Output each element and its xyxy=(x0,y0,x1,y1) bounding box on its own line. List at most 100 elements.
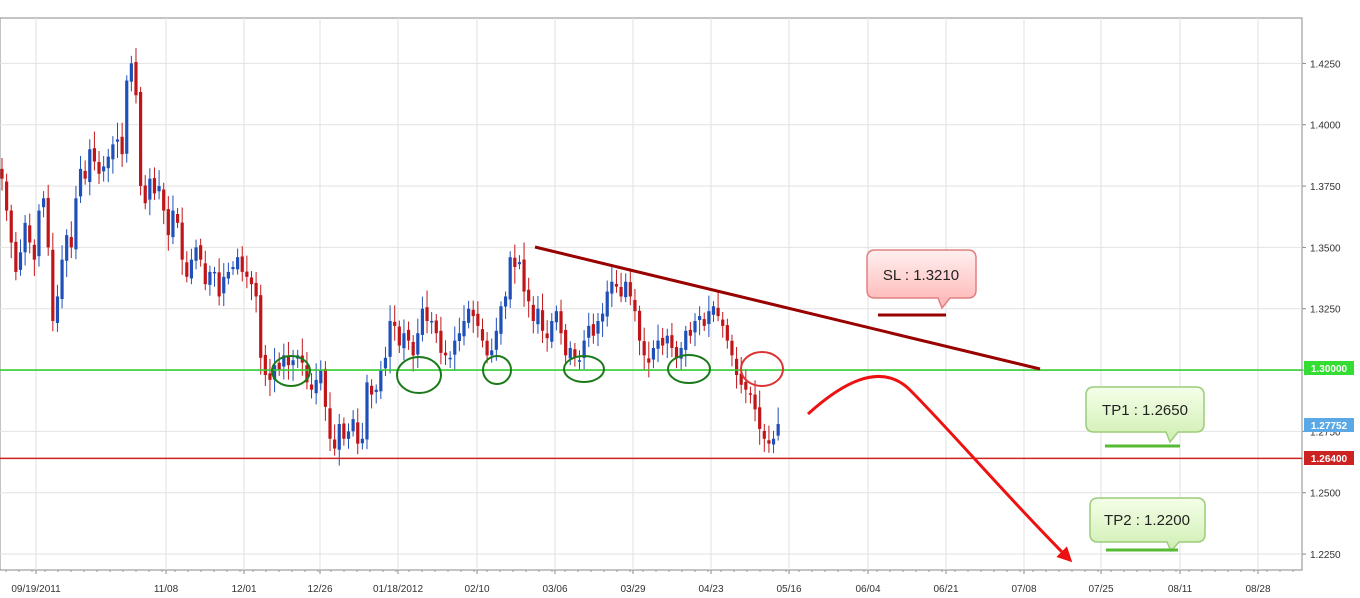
candle-body xyxy=(494,330,498,350)
candle-body xyxy=(356,422,360,444)
candle-body xyxy=(41,198,46,208)
candle-body xyxy=(476,313,480,326)
stop-loss-label: SL : 1.3210 xyxy=(883,267,959,284)
candle-body xyxy=(721,319,725,326)
take-profit-1-callout: TP1 : 1.2650 xyxy=(1085,386,1205,448)
candle-body xyxy=(573,349,577,358)
candle-body xyxy=(185,262,189,277)
candle-body xyxy=(748,393,753,395)
candle-body xyxy=(245,271,249,277)
candle-body xyxy=(319,370,323,384)
candle-body xyxy=(152,178,157,194)
candle-body xyxy=(78,168,83,197)
candlesticks xyxy=(0,48,780,466)
candle-body xyxy=(711,306,716,315)
candle-body xyxy=(309,384,314,390)
candle-body xyxy=(642,341,646,356)
horizontal-levels xyxy=(0,369,1302,460)
candle-body xyxy=(55,296,60,323)
candle-body xyxy=(582,340,586,358)
candle-body xyxy=(379,370,383,392)
candle-body xyxy=(97,161,101,174)
candle-body xyxy=(744,381,748,390)
x-tick-label: 08/28 xyxy=(1245,584,1270,595)
candle-body xyxy=(702,319,706,326)
candle-body xyxy=(416,333,420,355)
candle-body xyxy=(134,62,138,96)
support-ellipse-5 xyxy=(667,354,711,384)
candle-body xyxy=(51,249,55,321)
candle-body xyxy=(619,286,623,297)
candle-body xyxy=(693,320,697,333)
candle-body xyxy=(568,347,572,359)
y-tick-label: 1.2250 xyxy=(1310,550,1341,561)
x-tick-label: 05/16 xyxy=(776,584,801,595)
support-ellipse-1 xyxy=(271,355,311,387)
candle-body xyxy=(536,308,540,325)
x-tick-label: 07/08 xyxy=(1011,584,1036,595)
candle-body xyxy=(508,257,512,300)
candle-body xyxy=(517,262,522,265)
candle-body xyxy=(679,347,683,359)
candle-body xyxy=(393,321,397,326)
candle-body xyxy=(531,304,535,321)
candle-body xyxy=(102,166,106,172)
candle-body xyxy=(730,340,734,356)
x-tick-label: 09/19/2011 xyxy=(11,584,61,595)
candle-body xyxy=(527,289,531,302)
candle-body xyxy=(148,178,152,200)
candle-body xyxy=(9,210,13,243)
candle-body xyxy=(716,307,720,317)
candle-body xyxy=(550,320,554,342)
candle-body xyxy=(467,308,471,323)
candle-body xyxy=(674,347,679,358)
candle-body xyxy=(425,307,429,321)
x-axis: 09/19/2011 11/08 12/01 12/26 01/18/2012 02/10… xyxy=(5,570,1294,595)
candle-body xyxy=(323,368,327,407)
candle-body xyxy=(125,80,129,154)
candle-body xyxy=(282,355,286,367)
support-ellipse-3 xyxy=(482,355,512,385)
candle-body xyxy=(263,354,267,375)
candle-body xyxy=(259,295,263,358)
candle-body xyxy=(111,144,115,160)
candle-body xyxy=(162,189,166,211)
candle-body xyxy=(189,259,194,279)
candle-body xyxy=(5,181,9,211)
candle-body xyxy=(65,235,69,261)
candle-body xyxy=(291,360,295,366)
candle-body xyxy=(314,379,318,394)
candle-body xyxy=(684,330,688,350)
candle-body xyxy=(199,245,203,260)
candle-body xyxy=(171,210,175,238)
candle-body xyxy=(753,394,757,410)
y-tick-label: 1.2750 xyxy=(1310,427,1341,438)
x-tick-label: 03/06 xyxy=(542,584,567,595)
take-profit-2-callout: TP2 : 1.2200 xyxy=(1089,497,1206,553)
y-tick-label: 1.3750 xyxy=(1310,182,1341,193)
candle-body xyxy=(18,252,23,270)
x-tick-label: 04/23 xyxy=(698,584,723,595)
candle-body xyxy=(208,271,212,285)
candle-body xyxy=(471,309,475,317)
candle-body xyxy=(28,225,32,243)
candle-body xyxy=(388,320,392,357)
candle-body xyxy=(651,347,656,360)
candle-body xyxy=(739,373,743,385)
support-ellipse-4 xyxy=(563,355,605,383)
candle-body xyxy=(499,306,503,334)
candle-body xyxy=(647,358,651,363)
candle-body xyxy=(231,267,235,270)
candle-body xyxy=(453,340,457,355)
badge-current-bg xyxy=(1304,418,1354,432)
badge-1-30000: 1.30000 xyxy=(1311,364,1348,375)
candle-body xyxy=(254,282,258,297)
y-axis: 1.42501.40001.37501.35001.32501.30001.27… xyxy=(1302,59,1341,561)
price-badges: 1.30000 1.27752 1.26400 xyxy=(1304,361,1354,465)
candle-body xyxy=(614,283,619,287)
candle-body xyxy=(69,237,73,248)
candle-body xyxy=(74,198,78,250)
candle-body xyxy=(328,408,332,439)
candle-body xyxy=(402,333,406,349)
candle-body xyxy=(92,148,96,162)
